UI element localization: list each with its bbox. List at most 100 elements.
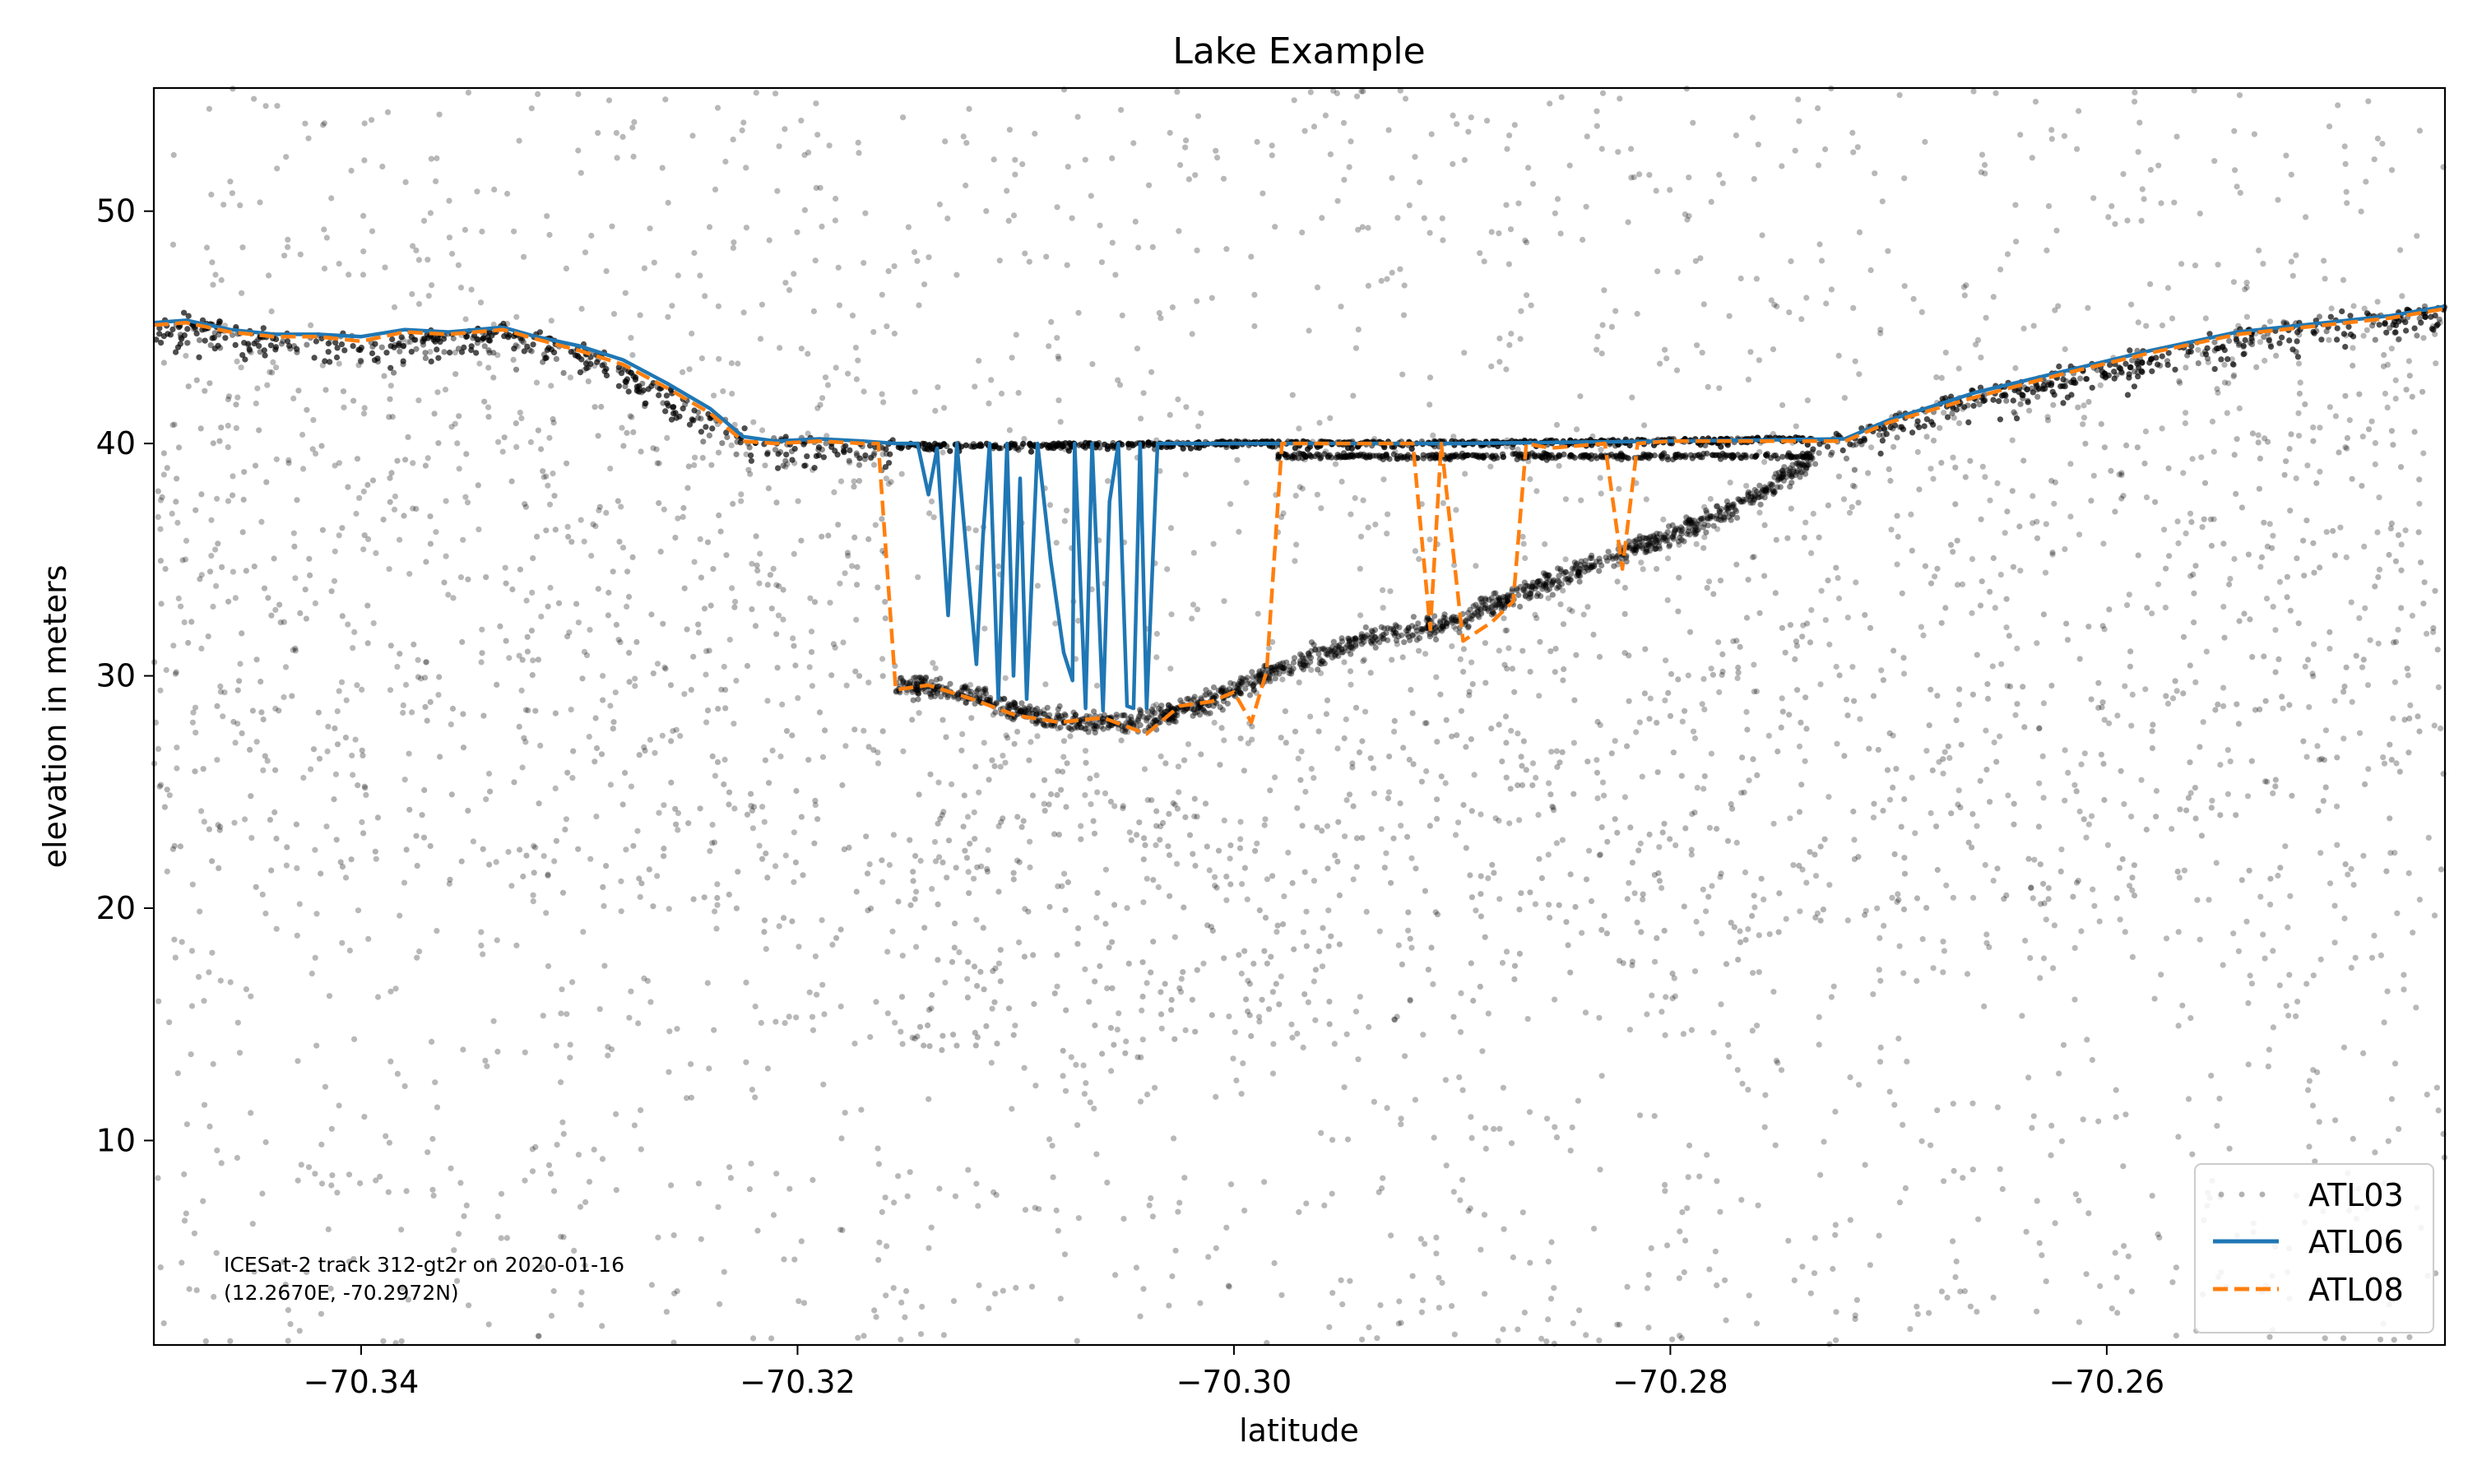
atl03-point bbox=[1751, 176, 1757, 183]
atl03-point bbox=[607, 466, 614, 472]
atl03-point bbox=[230, 568, 236, 575]
atl03-point bbox=[1714, 1178, 1720, 1185]
atl03-point bbox=[1835, 595, 1843, 602]
atl03-point bbox=[2331, 939, 2338, 946]
atl03-point bbox=[1300, 1044, 1306, 1050]
atl03-point bbox=[801, 462, 808, 469]
atl03-point bbox=[456, 413, 462, 420]
atl03-point bbox=[1211, 719, 1218, 726]
atl03-point bbox=[647, 999, 654, 1005]
atl03-point bbox=[1041, 777, 1048, 783]
atl03-point bbox=[1478, 913, 1484, 920]
atl03-point bbox=[2365, 426, 2373, 433]
atl03-point bbox=[2209, 418, 2216, 425]
atl03-point bbox=[768, 1335, 775, 1342]
atl03-point bbox=[773, 631, 780, 638]
atl03-point bbox=[2207, 516, 2214, 522]
atl03-point bbox=[2114, 1310, 2121, 1316]
atl03-point bbox=[708, 461, 715, 468]
atl03-point bbox=[568, 349, 574, 355]
atl03-point bbox=[1691, 809, 1698, 816]
atl03-point bbox=[1418, 778, 1425, 785]
atl03-point bbox=[1389, 174, 1395, 181]
atl03-point bbox=[972, 383, 978, 390]
atl03-point bbox=[398, 1227, 405, 1233]
atl03-point bbox=[587, 627, 593, 633]
atl03-point bbox=[221, 689, 228, 696]
atl03-point bbox=[2306, 704, 2313, 711]
atl03-point bbox=[2252, 331, 2259, 337]
atl03-point bbox=[1112, 1272, 1119, 1278]
atl03-point bbox=[1488, 726, 1495, 732]
atl03-point bbox=[681, 691, 688, 698]
atl03-point bbox=[2431, 722, 2438, 729]
atl03-point bbox=[1515, 200, 1522, 206]
atl03-point bbox=[690, 896, 697, 902]
atl03-point bbox=[613, 130, 620, 137]
atl03-point bbox=[261, 585, 268, 591]
atl03-point bbox=[1325, 943, 1332, 949]
atl03-point bbox=[972, 1042, 979, 1049]
atl03-point bbox=[230, 473, 236, 480]
atl03-point bbox=[851, 1041, 858, 1047]
atl03-point bbox=[698, 574, 705, 581]
atl03-point bbox=[1664, 555, 1672, 562]
atl03-point bbox=[1567, 1148, 1574, 1154]
atl03-point bbox=[552, 710, 559, 716]
atl03-point bbox=[1678, 1335, 1685, 1342]
atl03-point bbox=[1659, 829, 1666, 836]
atl03-point bbox=[361, 157, 368, 164]
atl03-point bbox=[326, 993, 333, 999]
atl03-point bbox=[1580, 611, 1587, 618]
atl03-point bbox=[1635, 847, 1642, 854]
atl03-point bbox=[448, 1165, 454, 1171]
atl03-point bbox=[2303, 981, 2310, 987]
atl03-point bbox=[997, 763, 1004, 770]
atl03-point bbox=[638, 1107, 644, 1114]
atl03-point bbox=[798, 345, 805, 352]
atl03-point bbox=[441, 349, 448, 355]
atl03-point bbox=[1923, 748, 1930, 754]
atl03-point bbox=[1128, 837, 1134, 843]
atl03-point bbox=[1904, 1058, 1910, 1065]
atl03-point bbox=[1149, 243, 1156, 250]
atl03-point bbox=[2438, 725, 2444, 732]
atl03-point bbox=[1060, 1073, 1066, 1079]
atl03-point bbox=[2220, 684, 2227, 691]
atl03-point bbox=[2003, 892, 2010, 898]
atl03-point bbox=[416, 948, 423, 955]
atl03-point bbox=[1570, 791, 1577, 797]
atl03-point bbox=[2056, 363, 2062, 370]
atl03-point bbox=[1698, 930, 1705, 937]
atl03-point bbox=[1914, 895, 1921, 902]
atl03-point bbox=[2017, 568, 2024, 574]
atl03-point bbox=[1168, 611, 1175, 618]
atl03-point bbox=[1502, 713, 1510, 720]
atl03-point bbox=[1496, 818, 1502, 824]
atl03-point bbox=[558, 1233, 564, 1240]
atl03-point bbox=[1803, 726, 1810, 732]
atl03-point bbox=[952, 1193, 958, 1199]
atl03-point bbox=[170, 642, 177, 649]
atl03-point bbox=[550, 1287, 557, 1295]
atl03-point bbox=[1183, 404, 1190, 410]
atl03-point bbox=[1700, 786, 1707, 792]
atl03-point bbox=[2244, 793, 2252, 800]
atl03-point bbox=[2375, 640, 2382, 647]
atl03-point bbox=[161, 804, 168, 810]
atl03-point bbox=[603, 268, 610, 275]
atl03-point bbox=[1301, 991, 1308, 998]
atl03-point bbox=[1547, 915, 1553, 921]
atl03-point bbox=[949, 781, 955, 788]
atl03-point bbox=[457, 285, 465, 291]
atl03-point bbox=[225, 422, 231, 429]
atl03-point bbox=[548, 346, 555, 353]
atl03-point bbox=[2030, 895, 2036, 902]
atl03-point bbox=[1908, 511, 1914, 518]
atl03-point bbox=[1479, 1048, 1486, 1055]
atl03-point bbox=[2183, 410, 2189, 416]
atl03-point bbox=[791, 550, 797, 558]
atl03-point bbox=[767, 572, 774, 578]
atl03-point bbox=[273, 364, 280, 371]
atl03-point bbox=[1992, 605, 1998, 611]
